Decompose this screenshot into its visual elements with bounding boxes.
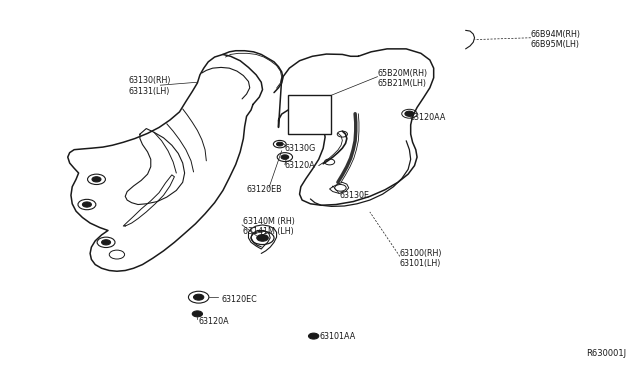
Text: 63120AA: 63120AA	[410, 113, 446, 122]
Text: 63130G: 63130G	[285, 144, 316, 153]
Circle shape	[276, 142, 283, 146]
Text: R630001J: R630001J	[586, 349, 627, 358]
Text: 63130(RH)
63131(LH): 63130(RH) 63131(LH)	[129, 76, 171, 96]
Text: 63100(RH)
63101(LH): 63100(RH) 63101(LH)	[400, 248, 442, 268]
Text: 66B94M(RH)
66B95M(LH): 66B94M(RH) 66B95M(LH)	[531, 30, 580, 49]
Text: 63120A: 63120A	[198, 317, 229, 326]
Text: 63120A: 63120A	[285, 161, 316, 170]
Circle shape	[102, 240, 111, 245]
Text: 63130E: 63130E	[339, 191, 369, 200]
Bar	[288, 95, 332, 134]
Text: 63120EB: 63120EB	[246, 185, 282, 194]
Circle shape	[281, 155, 289, 159]
Text: 63120EC: 63120EC	[221, 295, 257, 304]
Circle shape	[192, 311, 202, 317]
Circle shape	[193, 294, 204, 300]
Circle shape	[92, 177, 101, 182]
Circle shape	[257, 235, 268, 241]
Circle shape	[405, 111, 414, 116]
Text: 63140M (RH)
63141M (LH): 63140M (RH) 63141M (LH)	[243, 217, 295, 237]
Circle shape	[83, 202, 92, 207]
Text: 63101AA: 63101AA	[320, 331, 356, 341]
Text: 65B20M(RH)
65B21M(LH): 65B20M(RH) 65B21M(LH)	[378, 69, 428, 88]
Circle shape	[308, 333, 319, 339]
